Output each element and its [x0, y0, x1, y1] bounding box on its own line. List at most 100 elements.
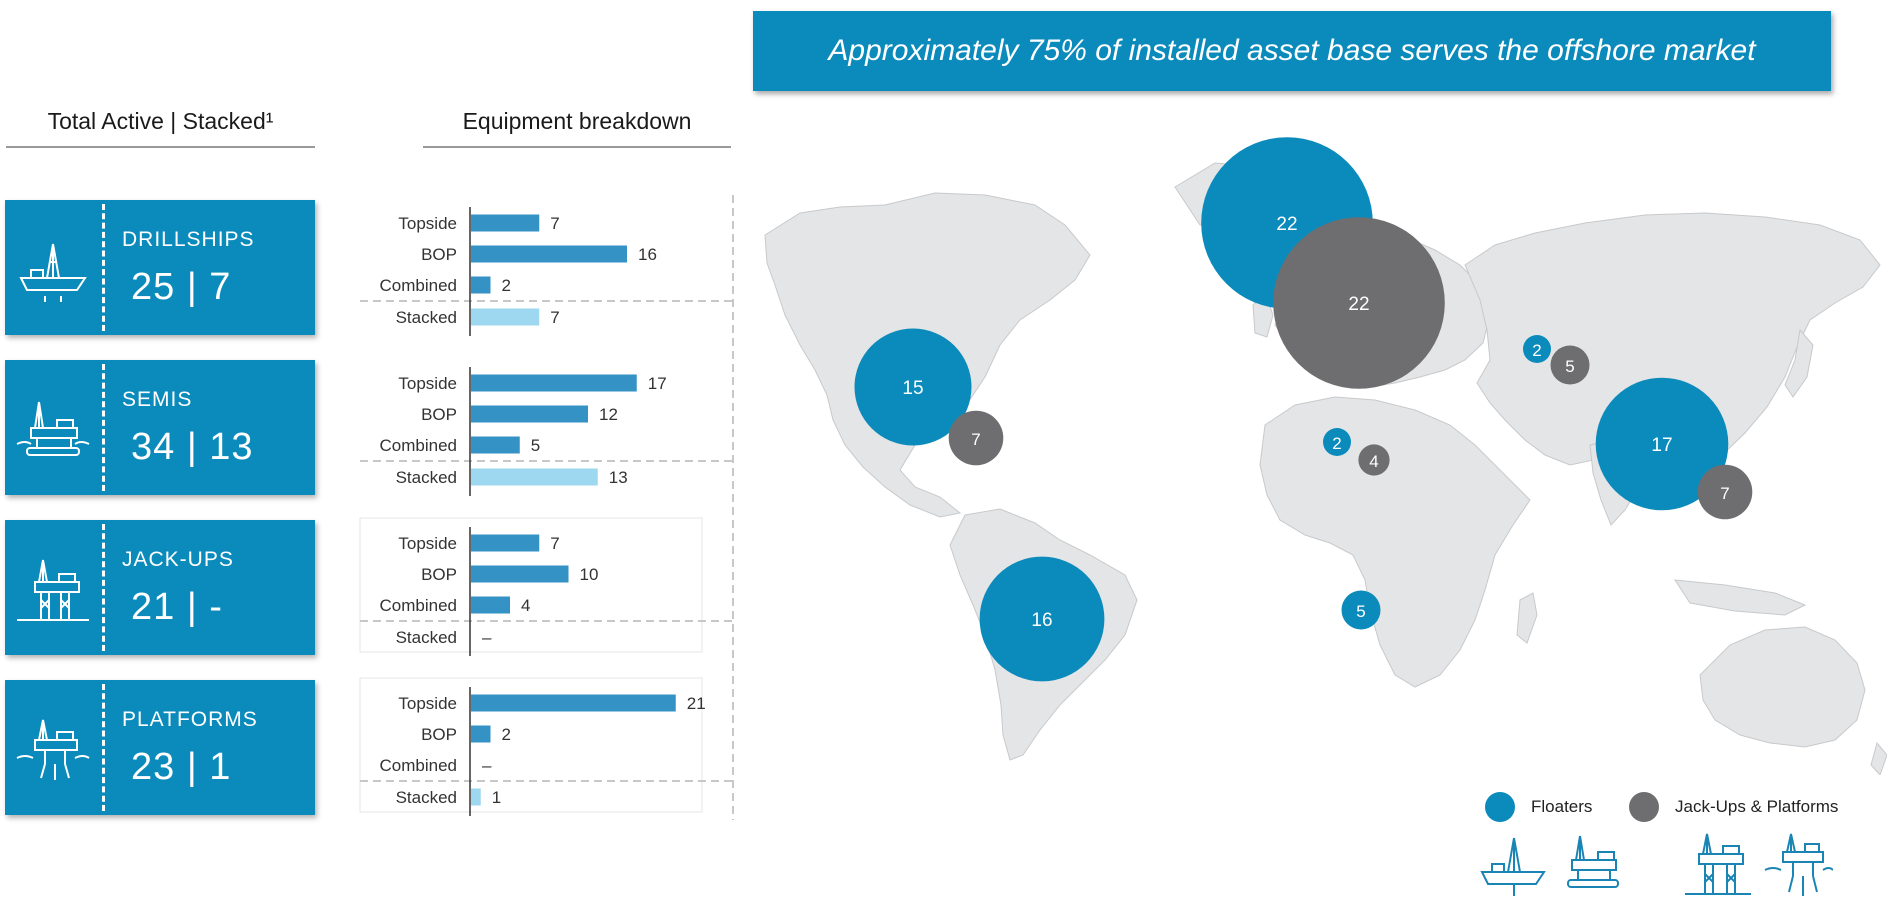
bar-topside	[471, 374, 637, 392]
jack-up-icon	[17, 559, 89, 621]
card-name: SEMIS	[122, 388, 193, 411]
card-divider	[102, 684, 105, 811]
card-name: PLATFORMS	[122, 708, 258, 731]
card-name: DRILLSHIPS	[122, 228, 255, 251]
bubble-value-label: 5	[1356, 602, 1365, 621]
card-platforms: PLATFORMS 23 | 1	[5, 680, 315, 815]
bar-value-label: 5	[531, 436, 540, 455]
drillship-icon	[1480, 837, 1546, 896]
madagascar-shape	[1516, 592, 1538, 644]
jack-up-icon	[1685, 833, 1751, 895]
bar-stacked	[471, 788, 481, 806]
bubble-value-label: 5	[1565, 357, 1574, 376]
bar-value-label: 7	[550, 214, 559, 233]
card-drillships: DRILLSHIPS 25 | 7	[5, 200, 315, 335]
bubble-jackups-caspian	[1550, 345, 1590, 385]
bubble-jackups-middle-east	[1358, 444, 1390, 476]
semi-submersible-icon	[16, 401, 90, 456]
category-label: BOP	[421, 565, 457, 584]
card-divider	[102, 524, 105, 651]
asia-shape	[1464, 212, 1881, 508]
banner-title: Approximately 75% of installed asset bas…	[828, 34, 1756, 67]
group-frame	[359, 517, 703, 653]
jack-ups-swatch	[1629, 792, 1659, 822]
bar-group-jack-ups: Topside 7 BOP 10 Combined 4 Stacked –	[359, 517, 733, 656]
bubble-value-label: 17	[1651, 435, 1672, 456]
equipment-breakdown-heading: Equipment breakdown	[423, 108, 731, 148]
bar-topside	[471, 534, 540, 552]
total-active-heading-text: Total Active | Stacked¹	[47, 108, 274, 134]
bubble-floaters-asia-pacific	[1595, 377, 1729, 511]
bar-value-label: 7	[550, 534, 559, 553]
bar-value-label: 21	[687, 694, 706, 713]
bubble-jackups-gulf-of-mexico	[948, 410, 1004, 466]
bar-value-label: 4	[521, 596, 530, 615]
bubble-value-label: 7	[971, 430, 980, 449]
bar-value-label: 7	[550, 308, 559, 327]
floaters-label: Floaters	[1531, 797, 1593, 816]
bar-combined	[471, 596, 510, 614]
australia-shape	[1699, 626, 1866, 748]
world-bubble-map: 22 15 16 2 5 2 17 22 7 4 5 7	[764, 137, 1887, 775]
africa-shape	[1259, 396, 1531, 688]
bar-value-label: 10	[580, 565, 599, 584]
bar-bop	[471, 405, 588, 423]
bubble-jackups-asia-pacific	[1697, 464, 1753, 520]
category-label: Combined	[380, 436, 458, 455]
bubble-floaters-caspian	[1523, 335, 1551, 363]
bubble-floaters-west-africa	[1341, 590, 1381, 630]
jack-ups-label: Jack-Ups & Platforms	[1675, 797, 1839, 816]
bar-value-label: 16	[638, 245, 657, 264]
category-label: BOP	[421, 245, 457, 264]
bubbles: 22 15 16 2 5 2 17 22 7 4 5 7	[854, 137, 1753, 682]
bar-value-label: –	[482, 756, 492, 775]
category-label: Topside	[398, 534, 457, 553]
equipment-breakdown-heading-text: Equipment breakdown	[462, 108, 692, 134]
category-label: Combined	[380, 276, 458, 295]
category-label: Combined	[380, 596, 458, 615]
category-label: Stacked	[396, 788, 457, 807]
bar-value-label: 2	[502, 725, 511, 744]
bar-value-label: 17	[648, 374, 667, 393]
platform-icon	[16, 719, 90, 780]
semi-submersible-icon	[1567, 835, 1619, 888]
total-active-heading: Total Active | Stacked¹	[6, 108, 315, 148]
bubble-value-label: 4	[1369, 452, 1378, 471]
drillship-icon	[19, 243, 87, 302]
category-label: Stacked	[396, 468, 457, 487]
bar-bop	[471, 565, 569, 583]
category-label: Stacked	[396, 308, 457, 327]
bar-topside	[471, 214, 540, 232]
category-label: Topside	[398, 694, 457, 713]
bubble-value-label: 2	[1532, 341, 1541, 360]
card-counts: 25 | 7	[131, 266, 232, 308]
group-frame	[359, 677, 703, 813]
bar-value-label: 12	[599, 405, 618, 424]
bar-topside	[471, 694, 676, 712]
category-label: Topside	[398, 214, 457, 233]
bubble-value-label: 22	[1276, 214, 1297, 235]
bubble-floaters-mediterranean	[1323, 428, 1351, 456]
card-counts: 23 | 1	[131, 746, 232, 788]
title-banner: Approximately 75% of installed asset bas…	[753, 11, 1831, 91]
card-name: JACK-UPS	[122, 548, 234, 571]
bubble-floaters-brazil	[979, 556, 1105, 682]
bar-value-label: 1	[492, 788, 501, 807]
bar-combined	[471, 436, 520, 454]
bar-value-label: 13	[609, 468, 628, 487]
bubble-value-label: 2	[1332, 434, 1341, 453]
bubble-value-label: 22	[1348, 294, 1369, 315]
japan-shape	[1784, 328, 1814, 398]
card-divider	[102, 364, 105, 491]
card-counts: 21 | -	[131, 586, 223, 628]
card-divider	[102, 204, 105, 331]
floaters-swatch	[1485, 792, 1515, 822]
card-counts: 34 | 13	[131, 426, 254, 468]
category-label: Topside	[398, 374, 457, 393]
heading-rule	[423, 146, 731, 148]
bubble-value-label: 16	[1031, 610, 1052, 631]
bubble-value-label: 15	[902, 378, 923, 399]
bar-stacked	[471, 468, 598, 486]
indonesia-shape	[1674, 579, 1807, 616]
